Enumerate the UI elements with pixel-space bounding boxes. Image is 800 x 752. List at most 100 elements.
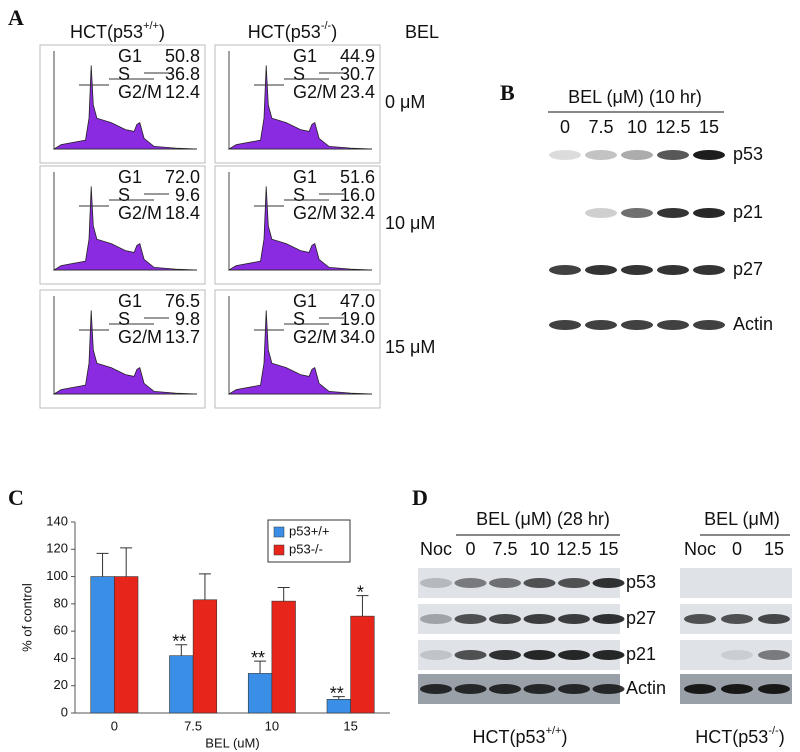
phase-name: G1 — [293, 46, 317, 66]
phase-name: S — [118, 185, 130, 205]
blot-band — [684, 684, 716, 694]
blot-band — [758, 614, 790, 624]
superscript: -/- — [768, 725, 779, 737]
blot-band — [621, 208, 653, 218]
y-tick-label: 140 — [46, 513, 68, 528]
phase-value: 32.4 — [340, 203, 375, 223]
error-bar — [175, 644, 188, 656]
blot-band — [693, 208, 725, 218]
significance: ** — [251, 648, 265, 668]
phase-name: G1 — [293, 167, 317, 187]
y-tick-label: 60 — [54, 623, 68, 638]
y-tick-label: 80 — [54, 595, 68, 610]
significance: ** — [330, 683, 344, 703]
protein-label: p21 — [733, 202, 763, 222]
y-tick-label: 20 — [54, 677, 68, 692]
bar — [169, 655, 194, 714]
phase-name: G2/M — [118, 82, 162, 102]
error-bar — [198, 573, 211, 600]
blot-band — [621, 150, 653, 160]
phase-name: S — [293, 64, 305, 84]
phase-value: 9.8 — [175, 309, 200, 329]
y-tick-label: 0 — [61, 704, 68, 719]
dose-label: 10 μM — [385, 213, 435, 233]
dose-label: 0 μM — [385, 92, 425, 112]
phase-value: 36.8 — [165, 64, 200, 84]
bar — [114, 576, 139, 714]
treatment-header: BEL — [405, 22, 439, 42]
phase-name: G2/M — [293, 82, 337, 102]
phase-value: 13.7 — [165, 327, 200, 347]
lane-label: 0 — [560, 117, 570, 137]
lane-label: 7.5 — [588, 117, 613, 137]
dose-label: 15 μM — [385, 337, 435, 357]
blot-band — [454, 684, 487, 694]
protein-label: p27 — [733, 259, 763, 279]
blot-band — [558, 650, 590, 660]
gate-markers — [79, 317, 169, 331]
legend-entry: p53+/+ — [289, 523, 330, 538]
error-bar — [277, 586, 290, 602]
blot-band — [721, 684, 753, 694]
header-text: ) — [561, 727, 567, 747]
lane-label: 10 — [529, 539, 549, 559]
blot-band — [549, 150, 581, 160]
header-text: ) — [779, 727, 785, 747]
gate-markers — [254, 193, 344, 207]
blot-band — [592, 650, 625, 660]
lane-label: 10 — [627, 117, 647, 137]
legend-swatch — [273, 544, 285, 556]
blot-band — [592, 578, 625, 588]
x-tick-label: 7.5 — [184, 718, 202, 733]
panel-label: B — [500, 80, 515, 105]
blot-band — [454, 578, 487, 588]
histogram — [52, 310, 198, 395]
blot-band — [657, 150, 689, 160]
blot-band — [585, 265, 617, 275]
bar — [271, 600, 296, 714]
blot-band — [489, 650, 521, 660]
blot-band — [621, 320, 653, 330]
blot-band — [549, 320, 581, 330]
header: HCT(p53-/-) — [248, 20, 337, 42]
y-tick-label: 40 — [54, 650, 68, 665]
blot-band — [454, 614, 487, 624]
lane-label: 12.5 — [655, 117, 690, 137]
blot-title: BEL (μM) (10 hr) — [568, 87, 702, 107]
phase-value: 50.8 — [165, 46, 200, 66]
histogram — [227, 310, 373, 395]
header: HCT(p53+/+) — [473, 725, 568, 747]
blot-band — [420, 578, 452, 588]
x-axis-label: BEL (uM) — [205, 735, 259, 750]
phase-value: 44.9 — [340, 46, 375, 66]
bar — [350, 615, 375, 714]
phase-name: S — [293, 185, 305, 205]
superscript: +/+ — [143, 20, 159, 32]
protein-label: p53 — [733, 144, 763, 164]
blot-band — [657, 265, 689, 275]
blot-band — [420, 684, 452, 694]
blot-band — [721, 614, 753, 624]
lane-label: 15 — [764, 539, 784, 559]
phase-name: S — [118, 64, 130, 84]
blot-band — [592, 684, 625, 694]
error-bar — [356, 595, 369, 617]
x-tick-label: 15 — [343, 718, 357, 733]
protein-label: p27 — [626, 608, 656, 628]
gate-markers — [79, 193, 169, 207]
legend-swatch — [273, 526, 285, 538]
error-bar — [96, 552, 109, 577]
legend-entry: p53-/- — [289, 541, 323, 556]
superscript: +/+ — [546, 725, 562, 737]
x-tick-label: 0 — [111, 718, 118, 733]
blot-band — [585, 208, 617, 218]
protein-label: Actin — [733, 314, 773, 334]
phase-name: G1 — [118, 291, 142, 311]
blot-title: BEL (μM) (28 hr) — [476, 509, 610, 529]
gate-markers — [254, 317, 344, 331]
blot-band — [523, 578, 556, 588]
protein-label: Actin — [626, 678, 666, 698]
phase-value: 9.6 — [175, 185, 200, 205]
header-text: ) — [159, 22, 165, 42]
